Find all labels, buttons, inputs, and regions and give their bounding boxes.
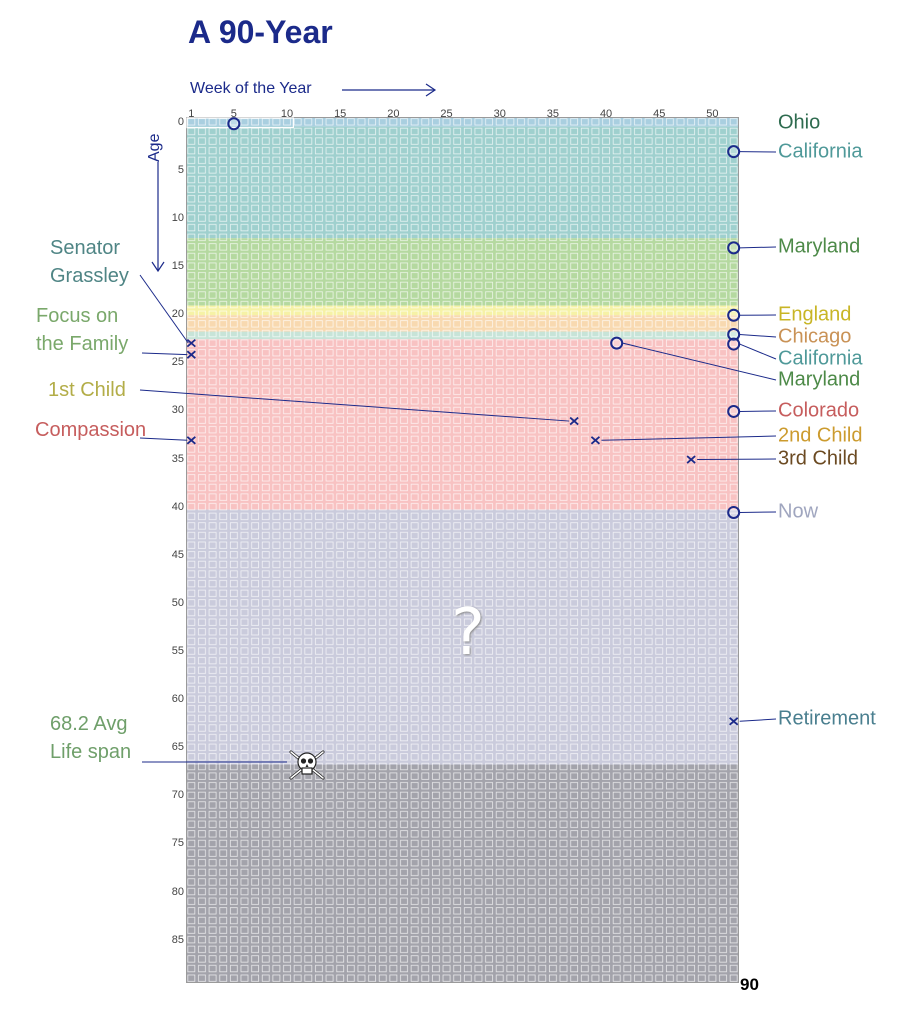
y-axis-arrow-icon <box>151 162 165 273</box>
event-label-left: Focus on the Family <box>36 302 128 358</box>
x-tick-label: 1 <box>188 108 195 120</box>
event-label-3rd-child: 3rd Child <box>778 447 859 470</box>
y-tick-label: 15 <box>171 260 184 273</box>
y-tick-label: 10 <box>171 212 184 225</box>
event-label-line: 68.2 Avg <box>50 713 128 735</box>
y-tick-label: 20 <box>171 308 184 321</box>
end-age-label: 90 <box>740 975 759 994</box>
leader-line <box>739 246 777 249</box>
x-tick-label: 5 <box>230 108 237 120</box>
y-tick-label: 5 <box>177 163 184 176</box>
event-label-line: Grassley <box>50 265 129 287</box>
y-tick-label: 85 <box>171 933 184 946</box>
event-label-retirement: Retirement <box>778 707 876 730</box>
event-label-2nd-child: 2nd Child <box>778 424 863 447</box>
y-tick-label: 60 <box>171 693 184 706</box>
event-label-left: Compassion <box>35 416 146 444</box>
leader-line <box>739 333 777 338</box>
y-tick-label: 0 <box>177 115 184 128</box>
y-tick-label: 25 <box>171 356 184 369</box>
leader-line <box>139 437 188 441</box>
event-label-line: 1st Child <box>48 379 126 401</box>
grid-border <box>186 117 739 983</box>
y-tick-label: 30 <box>171 404 184 417</box>
x-axis-arrow-icon <box>342 83 437 97</box>
event-label-california: California <box>778 347 863 370</box>
y-tick-label: 55 <box>171 645 184 658</box>
event-label-chicago: Chicago <box>778 325 852 348</box>
event-label-now: Now <box>778 500 819 523</box>
event-label-line: the Family <box>36 333 129 355</box>
y-axis-label: Age <box>146 133 163 162</box>
skull-crossbones-icon <box>289 750 325 780</box>
event-label-line: Senator <box>50 237 121 259</box>
event-label-line: Compassion <box>35 419 147 441</box>
event-label-california: California <box>778 140 863 163</box>
event-label-left: 68.2 Avg Life span <box>50 710 131 766</box>
y-tick-label: 65 <box>171 741 184 754</box>
y-tick-label: 45 <box>171 548 184 561</box>
event-label-england: England <box>778 303 852 326</box>
future-question-mark: ? <box>451 596 485 670</box>
y-tick-label: 75 <box>171 837 184 850</box>
event-label-line: Focus on <box>36 305 119 327</box>
page-title: A 90-Year <box>188 14 333 50</box>
life-grid <box>186 117 739 983</box>
y-tick-label: 70 <box>171 789 184 802</box>
event-label-ohio: Ohio <box>778 111 821 134</box>
leader-line <box>739 343 777 360</box>
leader-line <box>739 718 777 722</box>
event-label-maryland: Maryland <box>778 235 861 258</box>
y-tick-label: 35 <box>171 452 184 465</box>
leader-line <box>141 352 188 356</box>
y-tick-label: 80 <box>171 885 184 898</box>
event-label-left: 1st Child <box>48 376 126 404</box>
x-axis-label: Week of the Year <box>190 80 312 97</box>
event-label-colorado: Colorado <box>778 399 860 422</box>
event-label-left: Senator Grassley <box>50 234 129 290</box>
event-label-maryland: Maryland <box>778 368 861 391</box>
y-tick-label: 50 <box>171 596 184 609</box>
event-label-line: Life span <box>50 741 132 763</box>
y-tick-label: 40 <box>171 500 184 513</box>
week-cells <box>186 117 739 983</box>
week-grid <box>186 117 739 983</box>
